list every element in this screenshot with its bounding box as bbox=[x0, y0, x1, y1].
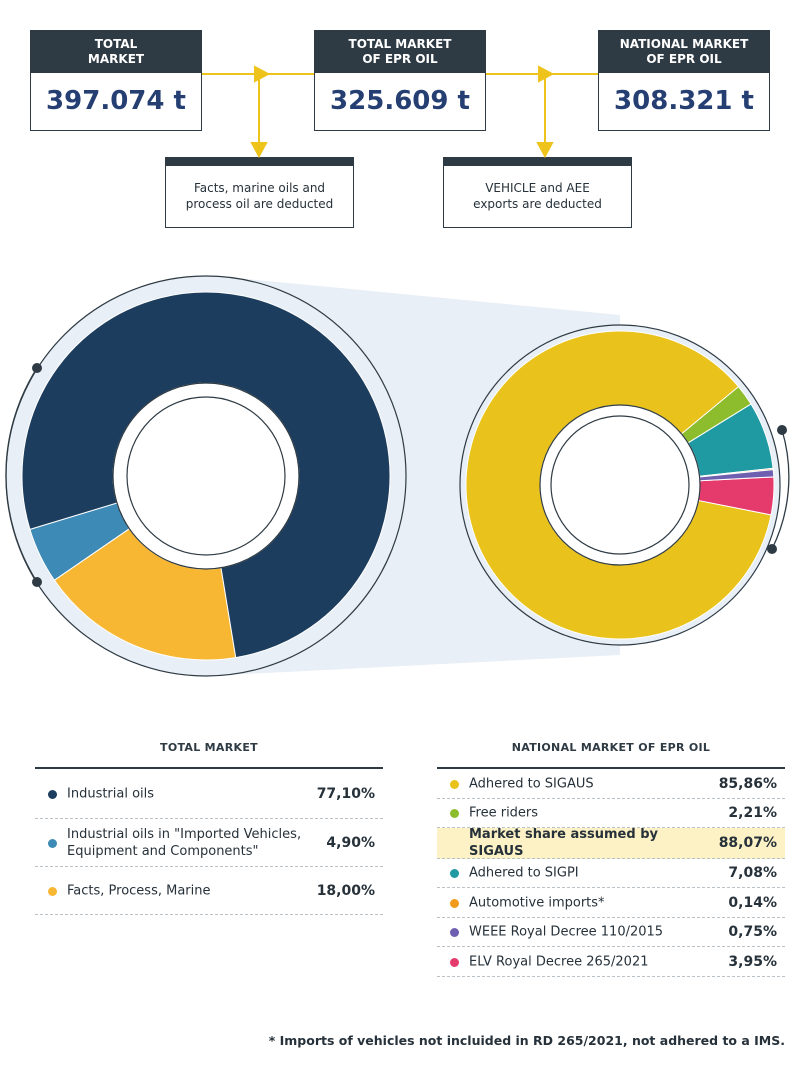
national-epr-slices bbox=[465, 330, 775, 640]
total-market-value: 397.074 t bbox=[46, 86, 186, 116]
deduction-note-2: VEHICLE and AEE exports are deducted bbox=[443, 157, 632, 228]
legend-item-automotive-imports: Automotive imports* 0,14% bbox=[437, 888, 785, 918]
national-epr-legend: Adhered to SIGAUS 85,86% Free riders 2,21% M… bbox=[437, 767, 785, 977]
national-epr-value: 308.321 t bbox=[614, 86, 754, 116]
arrow-down-icon bbox=[536, 142, 554, 159]
bracket-dot-bottom bbox=[32, 577, 42, 587]
legend-item-elv-royal-decree-265-2021: ELV Royal Decree 265/2021 3,95% bbox=[437, 947, 785, 977]
legend-label: Market share assumed by SIGAUS bbox=[469, 827, 658, 859]
total-market-bracket bbox=[5, 367, 38, 583]
legend-label: Industrial oils in "Imported Vehicles, E… bbox=[67, 826, 302, 859]
deduction-note-1: Facts, marine oils and process oil are d… bbox=[165, 157, 354, 228]
total-market-legend: Industrial oils 77,10% Industrial oils in … bbox=[35, 767, 383, 915]
total-market-box: TOTAL MARKET 397.074 t bbox=[30, 30, 202, 131]
legend-label: Automotive imports* bbox=[469, 895, 605, 910]
legend-item-adhered-to-sigpi: Adhered to SIGPI 7,08% bbox=[437, 859, 785, 888]
legend-dot-icon bbox=[450, 928, 459, 937]
legend-value: 88,07% bbox=[718, 835, 777, 851]
total-epr-box: TOTAL MARKET OF EPR OIL 325.609 t bbox=[314, 30, 486, 131]
legend-dot-icon bbox=[48, 886, 57, 896]
national-epr-bracket bbox=[771, 429, 790, 550]
bracket-dot-top bbox=[777, 425, 787, 435]
legend-item-facts-process-marine: Facts, Process, Marine 18,00% bbox=[35, 867, 383, 915]
legend-value: 0,75% bbox=[728, 924, 777, 940]
bracket-dot-bottom bbox=[767, 544, 777, 554]
total-market-hole bbox=[126, 396, 286, 556]
legend-label: Facts, Process, Marine bbox=[67, 883, 211, 898]
legend-item-free-riders: Free riders 2,21% bbox=[437, 799, 785, 828]
national-epr-hole bbox=[550, 415, 690, 555]
legend-value: 4,90% bbox=[326, 834, 375, 851]
total-epr-title: TOTAL MARKET OF EPR OIL bbox=[315, 31, 485, 73]
legend-label: Adhered to SIGAUS bbox=[469, 776, 594, 791]
national-epr-box: NATIONAL MARKET OF EPR OIL 308.321 t bbox=[598, 30, 770, 131]
legend-value: 18,00% bbox=[316, 882, 375, 899]
legend-label: Free riders bbox=[469, 805, 539, 821]
total-epr-value: 325.609 t bbox=[330, 86, 470, 116]
legend-item-industrial-oils-in-imported-vehicles-equipment-and-components: Industrial oils in "Imported Vehicles, E… bbox=[35, 819, 383, 867]
legend-item-adhered-to-sigaus: Adhered to SIGAUS 85,86% bbox=[437, 769, 785, 799]
legend-label: ELV Royal Decree 265/2021 bbox=[469, 954, 649, 969]
legend-dot-icon bbox=[450, 779, 459, 789]
legend-label: WEEE Royal Decree 110/2015 bbox=[469, 924, 664, 940]
arrow-down-icon bbox=[250, 142, 268, 159]
flow-arrows bbox=[202, 65, 598, 159]
legend-item-weee-royal-decree-110-2015: WEEE Royal Decree 110/2015 0,75% bbox=[437, 918, 785, 947]
legend-label: Adhered to SIGPI bbox=[469, 865, 579, 881]
national-epr-legend-title: NATIONAL MARKET OF EPR OIL bbox=[511, 741, 711, 754]
total-market-slices bbox=[21, 291, 391, 661]
legend-value: 7,08% bbox=[728, 865, 777, 881]
footnote: * Imports of vehicles not incluided in R… bbox=[268, 1033, 785, 1048]
legend-value: 77,10% bbox=[316, 785, 375, 802]
legend-dot-icon bbox=[450, 957, 459, 967]
legend-label: Industrial oils bbox=[67, 786, 155, 801]
charts-canvas bbox=[5, 65, 790, 677]
legend-dot-icon bbox=[48, 838, 57, 848]
legend-value: 0,14% bbox=[728, 894, 777, 911]
legend-value: 2,21% bbox=[728, 805, 777, 821]
total-market-title: TOTAL MARKET bbox=[31, 31, 201, 73]
legend-value: 3,95% bbox=[728, 953, 777, 970]
legend-item-industrial-oils: Industrial oils 77,10% bbox=[35, 769, 383, 819]
legend-dot-icon bbox=[48, 789, 57, 799]
bracket-dot-top bbox=[32, 363, 42, 373]
legend-item-market-share-assumed-by-sigaus: Market share assumed by SIGAUS 88,07% bbox=[437, 827, 785, 859]
total-market-legend-title: TOTAL MARKET bbox=[160, 741, 258, 754]
national-epr-title: NATIONAL MARKET OF EPR OIL bbox=[599, 31, 769, 73]
legend-dot-icon bbox=[450, 869, 459, 878]
legend-value: 85,86% bbox=[718, 775, 777, 792]
legend-dot-icon bbox=[450, 809, 459, 818]
legend-dot-icon bbox=[450, 898, 459, 908]
